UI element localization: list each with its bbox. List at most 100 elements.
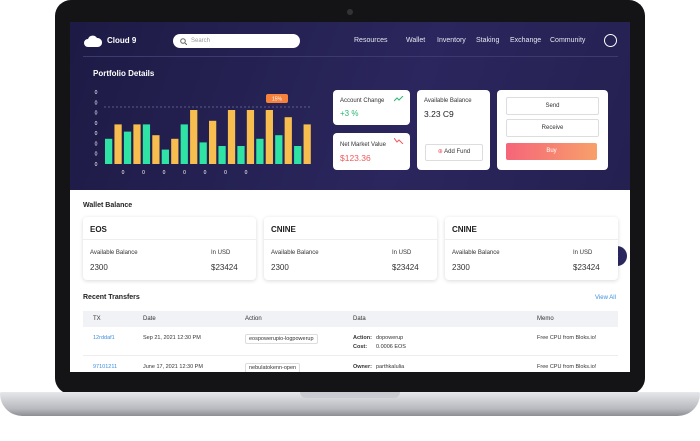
x-tick-label: 0: [122, 170, 125, 176]
balance-label: Available Balance: [271, 250, 319, 256]
card-value: $123.36: [340, 153, 371, 163]
up-icon: [394, 96, 404, 102]
usd: $23424: [211, 263, 238, 272]
table-header: [83, 311, 618, 327]
section-title: Portfolio Details: [93, 69, 155, 78]
bar: [152, 135, 160, 164]
bar: [123, 131, 132, 164]
x-tick-label: 0: [142, 170, 145, 176]
action-tag: eospowerupio-logpowerup: [245, 334, 318, 344]
bar: [218, 146, 226, 164]
receive-button[interactable]: Receive: [506, 119, 599, 137]
data-value: 0.0006 EOS: [376, 344, 406, 350]
actions-card: Send Receive Buy: [497, 90, 608, 170]
bar: [209, 120, 217, 164]
memo: Free CPU from Bloks.io!: [537, 335, 597, 341]
x-tick-label: 0: [163, 170, 166, 176]
bar: [256, 138, 264, 164]
balance-card: Available Balance 3.23 C9 ⊕ Add Fund: [417, 90, 490, 170]
bar: [237, 146, 245, 164]
balance-label: Available Balance: [452, 250, 500, 256]
x-tick-label: 0: [224, 170, 227, 176]
y-tick-label: 0: [95, 90, 98, 96]
bar: [246, 110, 255, 164]
bar: [294, 146, 302, 164]
annotation: 15%: [272, 97, 283, 103]
column-header: Data: [353, 316, 366, 322]
screen: Cloud 9 Search Resources Wallet Inventor…: [70, 22, 630, 372]
card-label: Account Change: [340, 98, 385, 104]
search-icon: [180, 38, 187, 45]
column-header: Date: [143, 316, 156, 322]
avatar[interactable]: [604, 34, 617, 47]
bar: [171, 138, 179, 164]
annotation-box: [266, 94, 288, 103]
balance: 2300: [452, 263, 470, 272]
usd-label: In USD: [573, 250, 593, 256]
tx-link[interactable]: 97101211: [93, 364, 118, 370]
search-box[interactable]: Search: [173, 34, 300, 48]
wallet-card: EOS Available Balance 2300 In USD $23424: [83, 217, 256, 280]
balance: 2300: [271, 263, 289, 272]
down-icon: [394, 138, 404, 144]
wallet-card: CNINE Available Balance 2300 In USD $23424: [445, 217, 618, 280]
card-line: [445, 239, 618, 240]
nav-item[interactable]: Wallet: [406, 37, 426, 44]
nav-item[interactable]: Staking: [476, 37, 500, 44]
card-line: [264, 239, 437, 240]
data-key: Action:: [353, 335, 372, 341]
data-value: dopowerup: [376, 335, 404, 341]
view-all-link[interactable]: View All: [595, 295, 616, 301]
brand: Cloud 9: [107, 36, 137, 45]
button-label: Add Fund: [444, 149, 471, 155]
date: Sep 21, 2021 12:30 PM: [143, 335, 201, 341]
bar: [275, 135, 283, 164]
icon: ⊕: [437, 149, 445, 155]
divider: [83, 56, 618, 57]
account-change-card: Account Change +3 %: [333, 90, 410, 125]
data-key: Cost:: [353, 344, 368, 350]
section-title: Recent Transfers: [83, 294, 140, 301]
x-tick-label: 0: [183, 170, 186, 176]
column-header: Action: [245, 316, 262, 322]
x-tick-label: 0: [204, 170, 207, 176]
y-tick-label: 0: [95, 111, 98, 117]
bar: [161, 149, 169, 164]
bar: [284, 117, 292, 164]
send-button[interactable]: Send: [506, 97, 599, 115]
column-header: Memo: [537, 316, 554, 322]
memo: Free CPU from Bloks.io!: [537, 364, 597, 370]
data-value: parthkalulia: [376, 364, 405, 370]
y-tick-label: 0: [95, 141, 98, 147]
card-line: [83, 239, 256, 240]
usd-label: In USD: [392, 250, 412, 256]
nav-item[interactable]: Community: [550, 37, 586, 44]
y-tick-label: 0: [95, 121, 98, 127]
date: June 17, 2021 12:30 PM: [143, 364, 203, 370]
tx-link[interactable]: 12rddaf1: [93, 335, 115, 341]
bar: [105, 138, 113, 164]
add-fund-button[interactable]: ⊕ Add Fund: [425, 144, 483, 161]
bar: [142, 124, 151, 164]
camera: [347, 9, 353, 15]
y-tick-label: 0: [95, 131, 98, 137]
usd: $23424: [392, 263, 419, 272]
usd-label: In USD: [211, 250, 231, 256]
bar: [190, 110, 198, 164]
usd: $23424: [573, 263, 600, 272]
nav-item[interactable]: Inventory: [437, 37, 466, 44]
y-tick-label: 0: [95, 100, 98, 106]
card-name: EOS: [90, 225, 107, 234]
bar: [114, 124, 122, 164]
card-label: Available Balance: [424, 98, 472, 104]
laptop-notch: [300, 392, 400, 398]
card-value: 3.23 C9: [424, 109, 454, 119]
x-tick-label: 0: [245, 170, 248, 176]
nav-item[interactable]: Resources: [354, 37, 388, 44]
nav-item[interactable]: Exchange: [510, 37, 542, 44]
balance: 2300: [90, 263, 108, 272]
column-header: TX: [93, 316, 101, 322]
search-placeholder: Search: [191, 38, 211, 44]
buy-button[interactable]: Buy: [506, 143, 597, 160]
logo: [84, 35, 102, 47]
